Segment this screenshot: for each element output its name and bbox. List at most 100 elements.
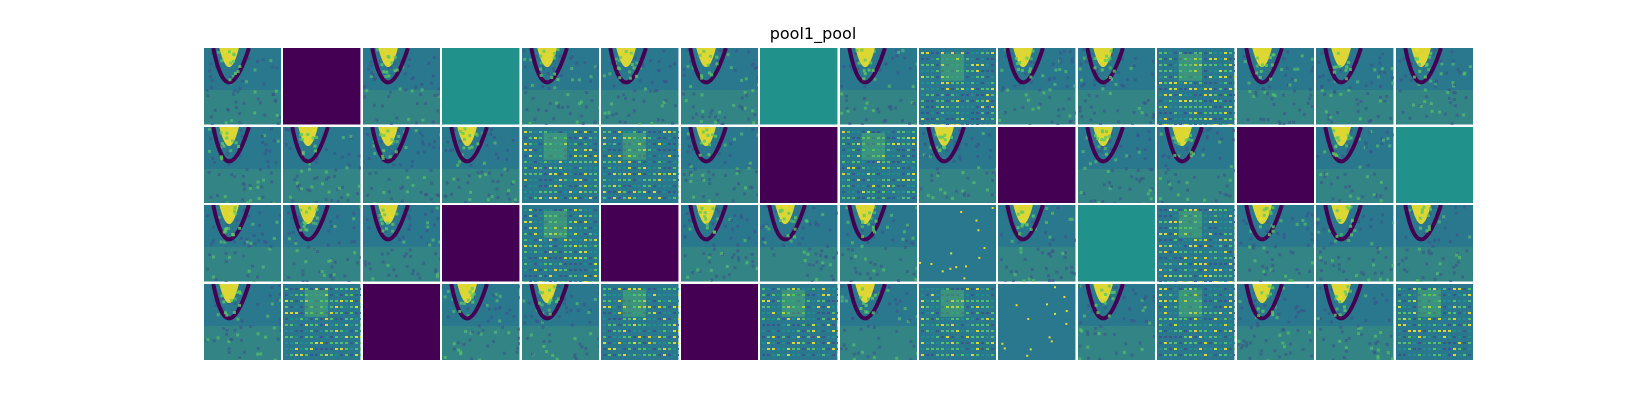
activation-tile [1078,48,1155,125]
activation-tile [760,127,837,204]
activation-tile [204,205,281,282]
activation-tile [1316,48,1393,125]
activation-map [1157,205,1234,282]
activation-tile [681,284,758,361]
activation-tile [760,48,837,125]
activation-tile [1396,48,1473,125]
activation-map [1157,127,1234,204]
activation-map [601,48,678,125]
activation-map [919,127,996,204]
activation-tile [363,284,440,361]
chart-title: pool1_pool [0,24,1626,43]
activation-tile [363,127,440,204]
activation-tile [442,48,519,125]
activation-tile [601,284,678,361]
activation-map [1396,284,1473,361]
activation-tile [522,127,599,204]
activation-map [760,48,837,125]
activation-map [601,127,678,204]
activation-map [1396,127,1473,204]
activation-map [363,127,440,204]
activation-tile [442,205,519,282]
activation-map [522,205,599,282]
activation-map [1316,284,1393,361]
activation-map [204,205,281,282]
activation-map [442,284,519,361]
activation-tile [760,205,837,282]
activation-map [363,284,440,361]
activation-tile [363,48,440,125]
activation-map [283,48,360,125]
activation-tile [919,284,996,361]
activation-tile [1237,48,1314,125]
activation-map [204,48,281,125]
activation-tile [283,284,360,361]
activation-map [1237,127,1314,204]
activation-map [1078,284,1155,361]
activation-tile [840,284,917,361]
activation-tile [1237,205,1314,282]
activation-map [1157,284,1234,361]
activation-tile [522,205,599,282]
activation-tile [681,205,758,282]
activation-map [283,205,360,282]
activation-map [760,127,837,204]
activation-tile [363,205,440,282]
activation-map [204,127,281,204]
activation-tile [681,48,758,125]
activation-map [840,127,917,204]
activation-tile [840,205,917,282]
activation-tile [522,284,599,361]
activation-tile [204,127,281,204]
activation-map [840,205,917,282]
activation-map [1078,48,1155,125]
activation-tile [840,127,917,204]
activation-map [601,284,678,361]
activation-map [1237,205,1314,282]
activation-map [601,205,678,282]
activation-map [1237,48,1314,125]
activation-tile [998,205,1075,282]
activation-map [998,205,1075,282]
activation-map [1316,127,1393,204]
activation-map [522,127,599,204]
activation-map [919,205,996,282]
activation-tile [840,48,917,125]
activation-tile [1237,127,1314,204]
activation-map [760,284,837,361]
activation-tile [1396,284,1473,361]
activation-tile [1157,127,1234,204]
activation-map [681,284,758,361]
activation-map [1396,48,1473,125]
activation-map [1157,48,1234,125]
activation-tile [998,48,1075,125]
activation-map [998,48,1075,125]
activation-tile [1078,205,1155,282]
activation-tile [1396,127,1473,204]
activation-map [442,205,519,282]
activation-map [919,284,996,361]
activation-tile [919,205,996,282]
activation-map [442,48,519,125]
activation-tile [1237,284,1314,361]
activation-map [204,284,281,361]
activation-tile [1316,127,1393,204]
activation-map [1237,284,1314,361]
activation-map [1316,48,1393,125]
activation-tile [204,48,281,125]
activation-map [1316,205,1393,282]
activation-tile [283,205,360,282]
activation-map [681,205,758,282]
activation-map [363,48,440,125]
activation-tile [522,48,599,125]
activation-map [998,127,1075,204]
activation-map [1396,205,1473,282]
activation-tile [919,48,996,125]
activation-tile [1157,48,1234,125]
activation-tile [1316,284,1393,361]
activation-tile [204,284,281,361]
activation-tile [1316,205,1393,282]
activation-tile [1396,205,1473,282]
activation-tile [998,284,1075,361]
